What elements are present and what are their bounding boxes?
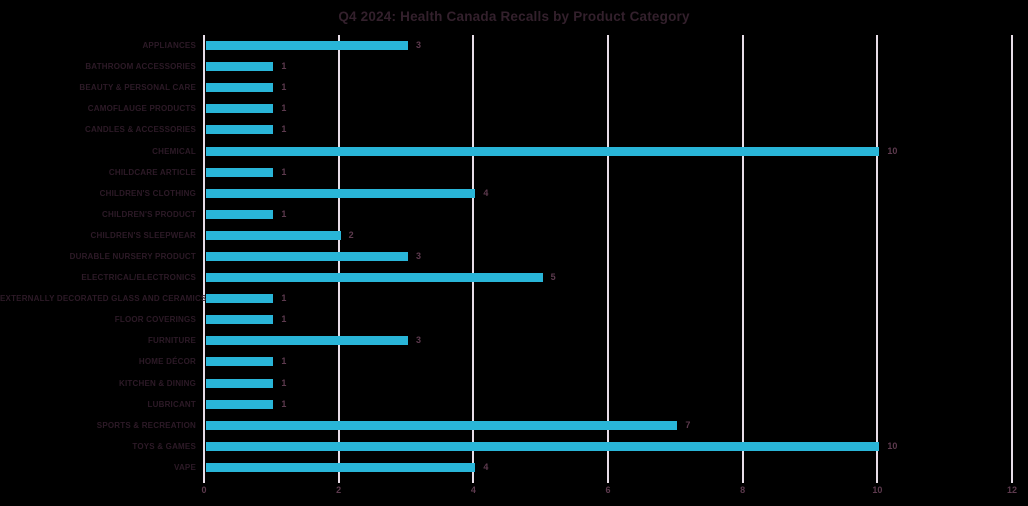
- bar[interactable]: [206, 336, 408, 346]
- bar[interactable]: [206, 83, 274, 93]
- bar-value-label: 1: [281, 314, 287, 325]
- category-label: BEAUTY & PERSONAL CARE: [79, 83, 196, 93]
- category-label: KITCHEN & DINING: [119, 378, 196, 388]
- bar[interactable]: [206, 188, 476, 198]
- category-label: BATHROOM ACCESSORIES: [85, 62, 196, 72]
- bar-value-label: 1: [281, 103, 287, 114]
- chart-title: Q4 2024: Health Canada Recalls by Produc…: [338, 9, 690, 24]
- bar[interactable]: [206, 462, 476, 472]
- x-axis-tick-label: 0: [201, 485, 207, 495]
- category-label: CHILDREN'S PRODUCT: [102, 209, 196, 219]
- bar-value-label: 1: [281, 82, 287, 93]
- bar[interactable]: [206, 41, 408, 51]
- bar-value-label: 1: [281, 356, 287, 367]
- gridline: [472, 35, 475, 478]
- bar[interactable]: [206, 357, 274, 367]
- axis-tick-mark: [741, 478, 744, 483]
- axis-tick-mark: [1011, 478, 1013, 483]
- x-axis-tick-label: 12: [1006, 485, 1018, 495]
- bar[interactable]: [206, 62, 274, 72]
- bar-value-label: 3: [416, 335, 422, 346]
- bar[interactable]: [206, 230, 341, 240]
- bar[interactable]: [206, 125, 274, 135]
- gridline: [741, 35, 744, 478]
- bar-value-label: 1: [281, 124, 287, 135]
- bar-value-label: 3: [416, 40, 422, 51]
- bar[interactable]: [206, 399, 274, 409]
- x-axis-tick-label: 8: [740, 485, 746, 495]
- category-label: CHILDCARE ARTICLE: [108, 167, 196, 177]
- category-label: FURNITURE: [147, 336, 196, 346]
- bar-value-label: 1: [281, 293, 287, 304]
- bar[interactable]: [206, 420, 678, 430]
- gridline: [1011, 35, 1013, 478]
- x-axis-tick-label: 4: [470, 485, 476, 495]
- bar-value-label: 3: [416, 251, 422, 261]
- category-label: HOME DÉCOR: [138, 357, 196, 367]
- x-axis-tick-label: 2: [336, 485, 342, 495]
- axis-tick-mark: [472, 478, 475, 483]
- bar[interactable]: [206, 441, 880, 451]
- category-label: VAPE: [174, 462, 196, 472]
- category-label: CHILDREN'S SLEEPWEAR: [90, 230, 196, 240]
- category-label: CANDLES & ACCESSORIES: [84, 125, 196, 135]
- bar-value-label: 1: [281, 398, 287, 409]
- gridline: [607, 35, 609, 478]
- bar[interactable]: [206, 315, 274, 325]
- bar[interactable]: [206, 104, 274, 114]
- bar[interactable]: [206, 294, 274, 304]
- bar[interactable]: [206, 252, 408, 261]
- bar[interactable]: [206, 167, 274, 177]
- bar-value-label: 4: [483, 461, 489, 472]
- axis-tick-mark: [203, 478, 205, 483]
- bar-value-label: 1: [281, 377, 287, 388]
- bar-value-label: 1: [281, 166, 287, 177]
- category-label: FLOOR COVERINGS: [114, 315, 196, 325]
- category-label: CHILDREN'S CLOTHING: [99, 188, 196, 198]
- x-axis-tick-label: 6: [605, 485, 611, 495]
- value-axis: 0 2 4 6 8 10 12: [201, 485, 1017, 499]
- category-label: TOYS & GAMES: [132, 441, 196, 451]
- category-label: LUBRICANT: [147, 399, 196, 409]
- bar-value-label: 1: [281, 208, 287, 219]
- x-axis-tick-label: 10: [872, 485, 883, 495]
- plot-area: 3 1 1 1 1 10 1 4 1 2 3 5 1 1 3 1 1 1 7 10 4: [203, 35, 1013, 483]
- category-label: APPLIANCES: [142, 41, 196, 51]
- category-label: ELECTRICAL/ELECTRONICS: [81, 273, 196, 283]
- bar[interactable]: [206, 378, 274, 388]
- bar-value-label: 10: [887, 440, 898, 451]
- bar-value-label: 4: [483, 187, 489, 198]
- bar[interactable]: [206, 273, 543, 283]
- y-axis-line: [203, 35, 205, 478]
- bar-value-label: 7: [685, 419, 691, 430]
- bar-value-label: 1: [281, 61, 287, 72]
- bar[interactable]: [206, 209, 274, 219]
- bar-value-label: 10: [887, 145, 898, 156]
- category-label: CHEMICAL: [152, 146, 196, 156]
- bar-value-label: 5: [550, 272, 556, 283]
- gridline: [876, 35, 879, 478]
- bar[interactable]: [206, 146, 880, 156]
- category-label: DURABLE NURSERY PRODUCT: [69, 252, 196, 261]
- axis-tick-mark: [607, 478, 609, 483]
- category-label: EXTERNALLY DECORATED GLASS AND CERAMICS: [0, 294, 207, 304]
- category-label: CAMOFLAUGE PRODUCTS: [87, 104, 196, 114]
- category-label: SPORTS & RECREATION: [96, 420, 196, 430]
- axis-tick-mark: [337, 478, 340, 483]
- bar-value-label: 2: [348, 229, 354, 240]
- axis-tick-mark: [876, 478, 879, 483]
- category-axis: APPLIANCES BATHROOM ACCESSORIES BEAUTY & P…: [0, 35, 207, 478]
